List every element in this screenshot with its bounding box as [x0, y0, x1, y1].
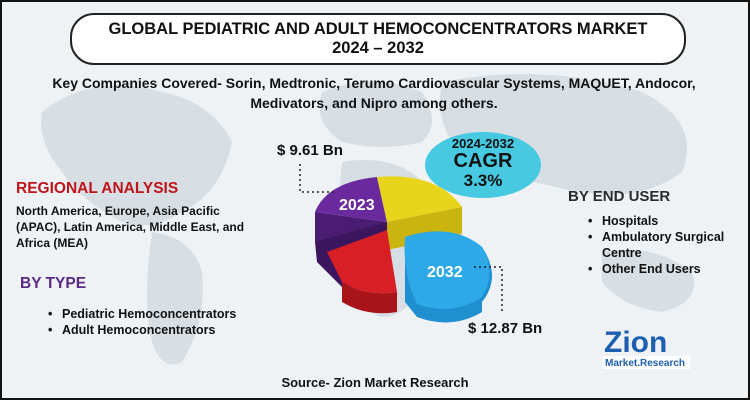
by-end-user-item: Hospitals — [586, 213, 736, 229]
svg-text:Zion: Zion — [604, 326, 667, 359]
zion-logo: Zion Market.Research — [600, 322, 692, 372]
by-end-user-item: Ambulatory Surgical Centre — [586, 229, 736, 261]
by-end-user-list: Hospitals Ambulatory Surgical Centre Oth… — [586, 213, 736, 277]
pie-slice-2032 — [404, 231, 492, 323]
value-label-2023: $ 9.61 Bn — [277, 142, 343, 159]
pie-chart: 2023 2032 — [315, 176, 492, 323]
zion-logo-mark: Zion Market.Research — [602, 326, 690, 369]
pie-slice-red — [327, 230, 397, 314]
pie-label-2032: 2032 — [427, 264, 463, 281]
by-end-user-item: Other End Users — [586, 261, 736, 277]
cagr-value: 3.3% — [463, 171, 503, 190]
pie-label-2023: 2023 — [339, 197, 375, 214]
by-type-list: Pediatric Hemoconcentrators Adult Hemoco… — [46, 306, 236, 338]
source-text: Source- Zion Market Research — [281, 375, 469, 390]
regional-analysis-heading: REGIONAL ANALYSIS — [16, 180, 179, 197]
regional-analysis-text: North America, Europe, Asia Pacific (APA… — [16, 204, 245, 250]
cagr-bubble: 2024-2032 CAGR 3.3% — [425, 132, 541, 198]
cagr-period: 2024-2032 — [451, 136, 515, 151]
by-end-user-heading: BY END USER — [568, 188, 671, 205]
cagr-label: CAGR — [453, 150, 513, 172]
title-box: GLOBAL PEDIATRIC AND ADULT HEMOCONCENTRA… — [70, 13, 686, 65]
by-type-item: Pediatric Hemoconcentrators — [46, 306, 236, 322]
value-label-2032: $ 12.87 Bn — [468, 320, 543, 337]
page-title: GLOBAL PEDIATRIC AND ADULT HEMOCONCENTRA… — [108, 20, 648, 57]
by-type-item: Adult Hemoconcentrators — [46, 322, 236, 338]
key-companies-text: Key Companies Covered- Sorin, Medtronic,… — [52, 75, 696, 111]
svg-text:Market.Research: Market.Research — [605, 358, 685, 369]
by-type-heading: BY TYPE — [20, 275, 87, 292]
